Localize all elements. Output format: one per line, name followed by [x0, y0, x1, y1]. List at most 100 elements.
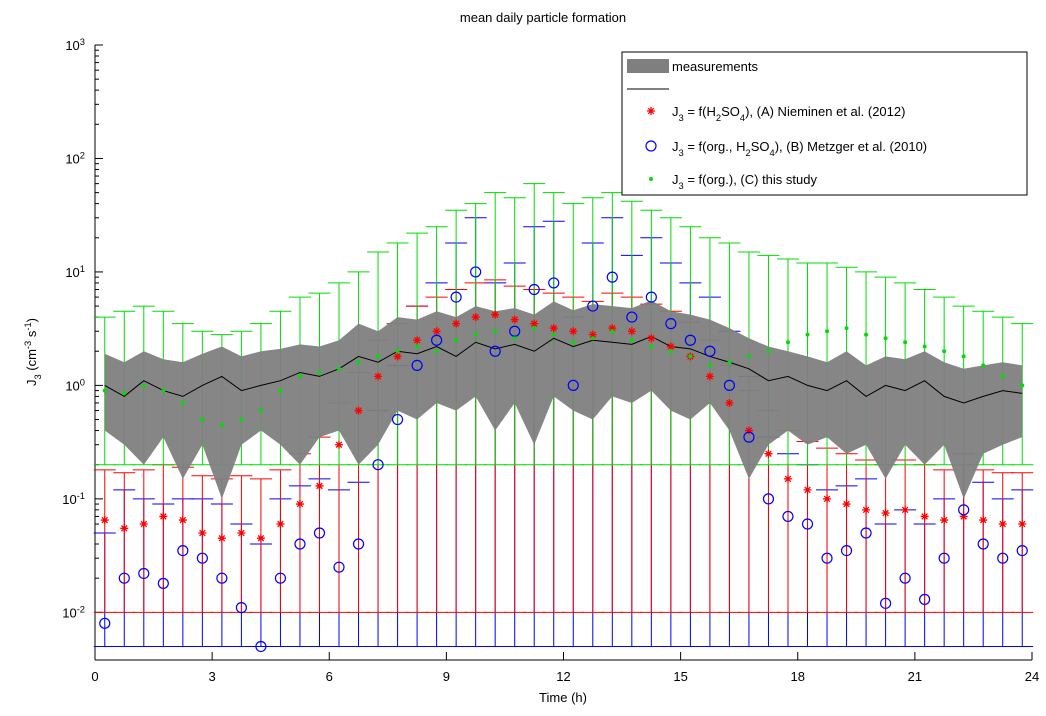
- marker-dot: [903, 340, 908, 345]
- marker-asterisk: [705, 372, 714, 381]
- marker-asterisk: [178, 516, 187, 525]
- marker-dot: [610, 329, 615, 334]
- error-bar: [1011, 323, 1034, 466]
- marker-dot: [649, 344, 654, 349]
- marker-circle: [587, 300, 599, 312]
- marker-asterisk: [627, 327, 636, 336]
- marker-circle: [919, 593, 931, 605]
- marker-circle: [879, 597, 892, 609]
- marker-circle: [216, 572, 228, 584]
- marker-circle: [938, 552, 950, 564]
- marker-asterisk: [549, 324, 558, 333]
- marker-asterisk: [432, 327, 441, 336]
- y-tick-base: 10: [65, 151, 79, 166]
- error-bar: [816, 447, 839, 613]
- marker-asterisk: [471, 313, 480, 322]
- marker-circle: [274, 572, 287, 584]
- marker-asterisk: [217, 534, 226, 543]
- error-bar: [113, 472, 136, 613]
- marker-asterisk: [823, 494, 832, 503]
- error-bar: [93, 469, 116, 613]
- marker-dot: [395, 349, 400, 354]
- marker-dot: [590, 336, 595, 341]
- marker-circle: [431, 334, 443, 346]
- mean-line: [104, 335, 1023, 404]
- marker-asterisk: [237, 529, 246, 538]
- marker-dot: [297, 374, 302, 379]
- marker-dot: [161, 388, 166, 393]
- marker-dot: [961, 354, 966, 359]
- legend-label: J3 = f(org., H2SO4), (B) Metzger et al. …: [672, 139, 927, 158]
- marker-dot: [864, 332, 869, 337]
- marker-asterisk: [120, 524, 129, 533]
- error-bar: [874, 464, 897, 613]
- marker-asterisk: [569, 327, 578, 336]
- marker-dot: [258, 408, 263, 413]
- measurement-band: [104, 300, 1023, 499]
- error-bar: [210, 478, 233, 613]
- marker-asterisk: [100, 516, 109, 525]
- marker-dot: [239, 417, 244, 422]
- marker-circle: [177, 544, 189, 557]
- error-bar: [835, 453, 858, 613]
- marker-circle: [99, 617, 111, 629]
- x-tick-label: 0: [91, 669, 98, 684]
- marker-circle: [157, 577, 169, 589]
- marker-asterisk: [803, 485, 812, 494]
- marker-circle: [567, 379, 579, 391]
- marker-asterisk: [413, 336, 422, 345]
- marker-asterisk: [588, 330, 597, 339]
- marker-circle: [118, 572, 130, 584]
- error-bar: [288, 453, 311, 613]
- marker-dot: [727, 360, 732, 365]
- error-bar: [171, 466, 194, 613]
- marker-circle: [645, 140, 657, 152]
- marker-asterisk: [276, 520, 285, 529]
- x-tick-label: 12: [556, 669, 570, 684]
- y-tick-exponent: 0: [80, 377, 85, 387]
- marker-dot: [102, 388, 107, 393]
- error-bar: [1011, 472, 1034, 613]
- marker-dot: [746, 354, 751, 359]
- marker-circle: [313, 527, 326, 539]
- marker-circle: [665, 318, 677, 330]
- marker-circle: [294, 538, 306, 550]
- marker-dot: [219, 422, 224, 427]
- y-tick-base: 10: [65, 378, 79, 393]
- marker-circle: [782, 510, 794, 523]
- marker-circle: [860, 527, 872, 539]
- marker-asterisk: [608, 324, 617, 333]
- marker-circle: [138, 567, 150, 580]
- marker-dot: [434, 349, 439, 354]
- marker-dot: [571, 340, 576, 345]
- error-bar: [991, 472, 1014, 613]
- marker-asterisk: [256, 534, 265, 543]
- x-axis-label: Time (h): [539, 690, 587, 705]
- marker-asterisk: [862, 505, 871, 514]
- marker-asterisk: [491, 310, 500, 319]
- error-bar: [855, 459, 878, 613]
- y-tick-exponent: 2: [80, 150, 85, 160]
- marker-circle: [840, 544, 853, 557]
- marker-dot: [844, 326, 849, 331]
- legend-label: J3 = f(H2SO4), (A) Nieminen et al. (2012…: [672, 104, 905, 123]
- marker-asterisk: [374, 372, 383, 381]
- marker-dot: [805, 332, 810, 337]
- marker-circle: [645, 291, 657, 303]
- marker-asterisk: [139, 520, 148, 529]
- marker-asterisk: [842, 500, 851, 509]
- marker-circle: [1016, 544, 1028, 557]
- marker-dot: [922, 344, 927, 349]
- x-tick-label: 6: [326, 669, 333, 684]
- marker-dot: [180, 400, 185, 405]
- marker-asterisk: [393, 352, 402, 361]
- marker-asterisk: [998, 520, 1007, 529]
- marker-dot: [356, 360, 361, 365]
- chart-title: mean daily particle formation: [460, 10, 626, 25]
- legend-label: J3 = f(org.), (C) this study: [672, 172, 817, 191]
- error-bar: [191, 475, 214, 613]
- marker-circle: [196, 552, 208, 564]
- error-bar: [132, 469, 155, 613]
- marker-asterisk: [901, 505, 910, 514]
